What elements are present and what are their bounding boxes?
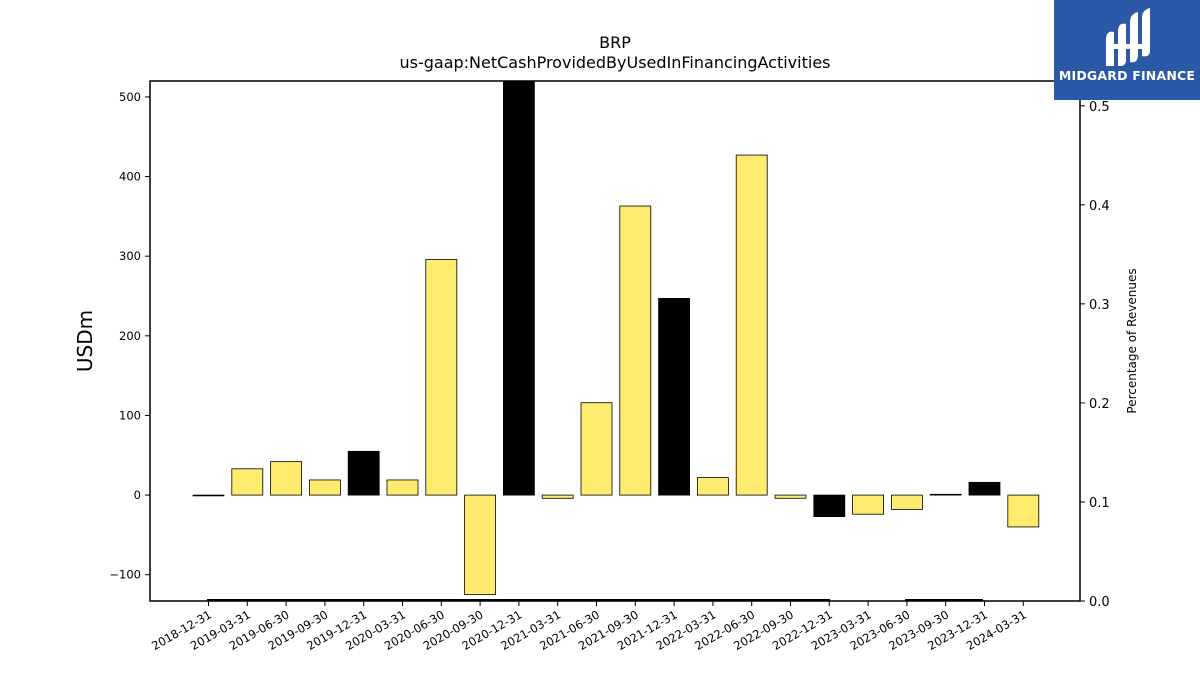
bar-2021-03-31 — [541, 494, 574, 499]
bar-2023-09-30 — [929, 493, 962, 496]
y-tick-label: 200 — [119, 329, 141, 343]
y2-axis-label: Percentage of Revenues — [1125, 268, 1139, 413]
y-tick-label: 400 — [119, 170, 141, 184]
bar-2022-03-31 — [697, 477, 729, 496]
bar-2022-09-30 — [774, 494, 807, 499]
y2-tick-label: 0.3 — [1089, 298, 1110, 313]
bar-2022-12-31 — [813, 494, 846, 517]
logo-text: MIDGARD FINANCE — [1058, 68, 1196, 83]
y2-tick-label: 0.2 — [1089, 397, 1110, 412]
bar-2023-12-31 — [968, 481, 1001, 496]
y-tick-label: 0 — [134, 488, 141, 502]
bar-2023-06-30 — [891, 494, 923, 510]
bar-2023-03-31 — [852, 494, 884, 515]
logo-mark-icon — [1106, 8, 1150, 66]
y-tick-label: −100 — [109, 568, 141, 582]
bar-2019-03-31 — [231, 468, 264, 496]
bar-2021-09-30 — [619, 205, 652, 496]
y-axis-label: USDm — [73, 310, 97, 372]
y-tick-label: 500 — [119, 90, 141, 104]
y-tick-label: 100 — [119, 408, 141, 422]
bar-2019-06-30 — [270, 461, 303, 496]
bar-2020-12-31 — [502, 80, 535, 496]
bar-2024-03-31 — [1007, 494, 1040, 528]
bar-2020-03-31 — [386, 479, 419, 496]
y2-tick-label: 0.4 — [1089, 199, 1110, 214]
y2-tick-label: 0.5 — [1089, 100, 1110, 115]
bar-2020-06-30 — [425, 258, 458, 496]
midgard-finance-logo: MIDGARD FINANCE — [1054, 0, 1200, 100]
bar-2020-09-30 — [464, 494, 497, 596]
bar-2021-06-30 — [580, 402, 613, 496]
bar-2022-06-30 — [735, 154, 768, 496]
bar-2018-12-31 — [192, 494, 225, 497]
bar-2021-12-31 — [658, 297, 690, 496]
y2-tick-label: 0.0 — [1089, 595, 1110, 610]
chart-subtitle: us-gaap:NetCashProvidedByUsedInFinancing… — [399, 53, 830, 72]
bar-2019-12-31 — [347, 450, 380, 496]
chart-title: BRP — [599, 33, 631, 52]
y2-tick-label: 0.1 — [1089, 496, 1110, 511]
bar-2019-09-30 — [308, 479, 341, 496]
plot-frame — [149, 80, 1081, 602]
y-tick-label: 300 — [119, 249, 141, 263]
